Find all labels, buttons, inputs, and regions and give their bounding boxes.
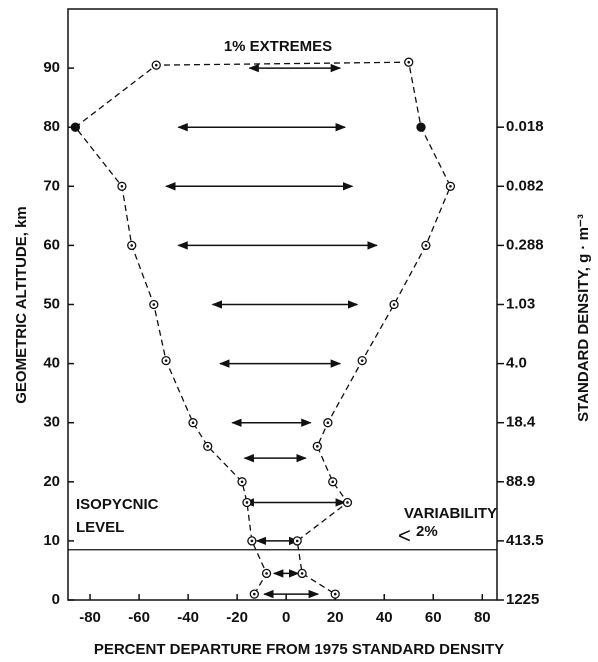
point-center [360,359,364,362]
x-tick-label: -40 [177,609,199,626]
y-tick-label: 50 [43,295,60,312]
y2-tick-label: 413.5 [506,532,544,549]
point-center [326,421,330,425]
x-tick-label: 80 [474,609,491,626]
point-center [316,445,319,448]
point-center [154,63,158,67]
point-center [392,303,396,306]
y2-axis-label: STANDARD DENSITY, g · m⁻³ [575,214,592,422]
y-tick-label: 30 [43,414,60,431]
point-center [130,244,134,247]
point-center [407,60,411,64]
point-center [265,572,268,575]
point-center [250,539,254,543]
annotation: LEVEL [76,519,124,536]
x-tick-label: -80 [79,609,101,626]
chart-title: 1% EXTREMES [224,38,332,55]
annotation: VARIABILITY [404,505,497,522]
series-line [74,61,452,595]
point-center [191,421,195,425]
y-tick-label: 10 [43,532,60,549]
y2-tick-label: 0.018 [506,118,544,135]
point-center [253,592,256,596]
y-tick-label: 70 [43,177,60,194]
y-tick-label: 20 [43,473,60,490]
y2-tick-label: 4.0 [506,355,527,372]
y-tick-label: 90 [43,59,60,76]
y-axis-label: GEOMETRIC ALTITUDE, km [13,206,30,404]
point-center [245,501,249,504]
data-point [70,122,81,132]
annotation: 2% [416,523,438,540]
point-center [152,303,156,306]
y-tick-label: 80 [43,118,60,135]
x-tick-label: -60 [128,609,150,626]
point-center [424,244,428,247]
y2-tick-label: 88.9 [506,473,535,490]
y-tick-label: 0 [52,591,60,608]
y2-tick-label: 1225 [506,591,539,608]
point-center [333,592,337,596]
point-center [240,480,244,484]
x-tick-label: 60 [425,609,442,626]
point-center [331,480,335,484]
point-center [346,501,349,504]
y2-tick-label: 18.4 [506,414,536,431]
x-tick-label: 40 [376,609,393,626]
point-center [300,572,304,575]
y2-tick-label: 0.082 [506,177,544,194]
annotation: ISOPYCNIC [76,496,159,513]
data-point [416,122,426,132]
y-tick-label: 40 [43,355,60,372]
y2-tick-label: 0.288 [506,236,544,253]
point-center [164,359,168,362]
y2-tick-label: 1.03 [506,295,535,312]
y-tick-label: 60 [43,236,60,253]
x-tick-label: 20 [327,609,344,626]
point-center [120,185,124,188]
point-center [295,539,299,543]
x-tick-label: -20 [226,609,248,626]
point-center [206,445,210,448]
x-tick-label: 0 [282,609,290,626]
x-axis-label: PERCENT DEPARTURE FROM 1975 STANDARD DEN… [94,641,504,658]
annotation: < [398,523,411,548]
point-center [449,185,452,188]
